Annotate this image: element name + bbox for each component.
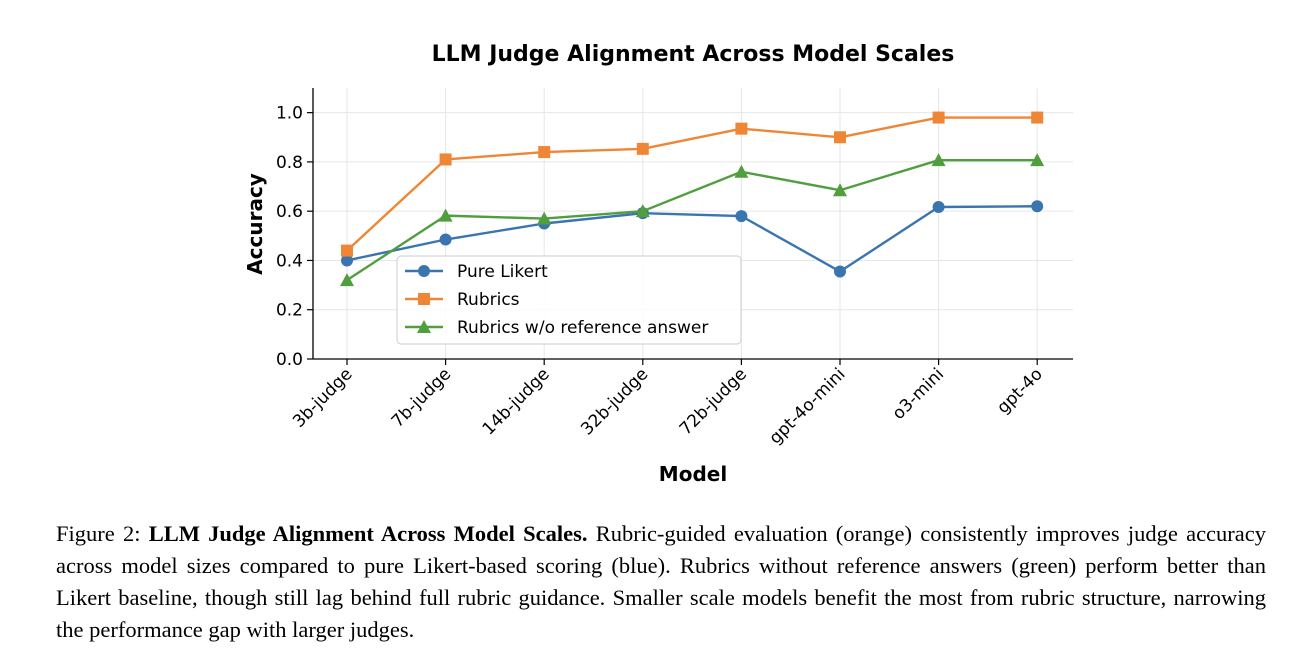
y-tick-label: 0.0 (276, 350, 303, 370)
legend: Pure Likert Rubrics Rubrics w/o reference … (396, 255, 742, 345)
data-point (341, 244, 353, 257)
data-point (735, 122, 748, 135)
series-3 (340, 153, 1045, 287)
data-point (833, 183, 847, 197)
data-point (537, 211, 552, 225)
data-point (438, 208, 453, 222)
data-point (932, 200, 945, 213)
series-line (346, 158, 1038, 282)
data-point (1031, 200, 1044, 213)
data-point (636, 142, 649, 155)
data-point (931, 153, 946, 167)
y-tick-label: 0.8 (276, 153, 303, 173)
legend-box (396, 255, 742, 345)
legend-marker (418, 293, 430, 305)
series-line (346, 116, 1038, 252)
series-2 (341, 111, 1044, 257)
data-point (1031, 111, 1044, 124)
y-tick-label: 0.4 (276, 251, 303, 271)
x-tick-label: gpt-4o-mini (766, 364, 850, 448)
data-point (341, 254, 353, 267)
series-line (346, 205, 1038, 273)
data-point (735, 210, 748, 223)
y-tick-label: 1.0 (276, 104, 303, 124)
x-tick-label: 32b-judge (577, 364, 652, 439)
line-chart: LLM Judge Alignment Across Model Scales … (243, 42, 1073, 486)
figure-caption: Figure 2: LLM Judge Alignment Across Mod… (56, 518, 1266, 646)
legend-marker (418, 265, 430, 277)
data-point (538, 146, 551, 159)
data-point (834, 265, 846, 278)
legend-label: Pure Likert (457, 262, 548, 282)
x-axis-label: Model (659, 462, 727, 486)
y-axis-label: Accuracy (243, 173, 267, 275)
caption-label: Figure 2: (56, 521, 149, 546)
legend-label: Rubrics w/o reference answer (457, 318, 708, 338)
chart-title: LLM Judge Alignment Across Model Scales (432, 42, 955, 67)
chart: LLM Judge Alignment Across Model Scales … (243, 42, 1073, 486)
x-tick-label: 14b-judge (479, 364, 554, 439)
data-point (439, 233, 452, 246)
y-tick-label: 0.6 (276, 202, 303, 222)
legend-marker (417, 320, 431, 333)
caption-lead: LLM Judge Alignment Across Model Scales. (148, 521, 588, 546)
data-point (834, 131, 846, 144)
data-point (734, 164, 749, 178)
x-tick-label: gpt-4o (993, 364, 1046, 417)
x-tick-label: o3-mini (889, 364, 948, 423)
y-tick-label: 0.2 (276, 301, 303, 321)
x-tick-label: 3b-judge (289, 364, 356, 431)
data-point (1030, 153, 1045, 167)
data-point (635, 204, 650, 218)
data-point (932, 111, 945, 124)
data-point (340, 273, 354, 287)
legend-label: Rubrics (457, 290, 520, 310)
x-tick-label: 72b-judge (676, 364, 751, 439)
data-point (439, 153, 452, 166)
caption-text: Rubric-guided evaluation (orange) consis… (56, 521, 1267, 642)
x-tick-label: 7b-judge (388, 364, 455, 431)
